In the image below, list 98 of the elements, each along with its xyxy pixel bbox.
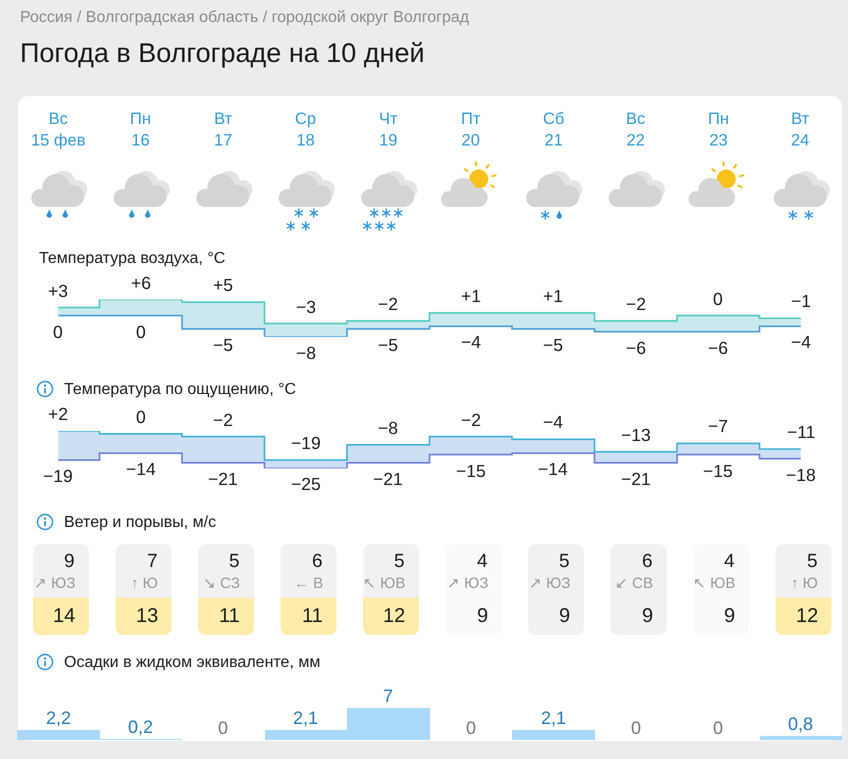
data-label: 5 (807, 551, 818, 572)
data-label: 2,1 (541, 708, 566, 728)
data-label: 0,2 (128, 717, 154, 737)
data-label: 12 (796, 605, 818, 627)
data-label: 9 (64, 551, 75, 572)
data-label: −2 (461, 410, 481, 430)
chart-title: Температура по ощущению, °C (64, 381, 296, 398)
data-label: 12 (383, 605, 406, 627)
data-label: 0 (466, 718, 476, 738)
text: Ветер и порывы, м/с (64, 514, 216, 531)
data-label: −4 (461, 332, 482, 352)
x-tick-label: Вт 17 (214, 110, 233, 150)
data-label: −1 (791, 291, 811, 311)
data-label: −15 (456, 461, 486, 481)
category-label: ↑ Ю (131, 575, 158, 592)
data-label: +1 (461, 286, 481, 306)
category-label: ← В (294, 575, 324, 592)
data-label: 9 (642, 605, 654, 627)
data-label: −2 (378, 294, 398, 314)
data-label: −14 (126, 459, 156, 479)
data-label: 9 (559, 605, 570, 627)
category-label: ↖ ЮВ (363, 575, 406, 592)
x-tick-label: Вт 24 (791, 110, 810, 150)
data-label: 0 (713, 718, 724, 738)
data-label: −5 (378, 335, 398, 355)
data-label: 7 (147, 551, 158, 572)
data-label: 4 (724, 551, 735, 572)
x-tick-label: Пн 23 (708, 110, 729, 150)
data-label: +1 (543, 286, 563, 306)
data-label: +3 (48, 281, 68, 301)
data-label: −11 (787, 422, 816, 442)
category-label: ↗ ЮЗ (34, 575, 76, 592)
x-tick-label: Ср 18 (295, 110, 316, 150)
data-label: −21 (208, 469, 238, 489)
data-label: 0 (218, 718, 228, 738)
data-label: −8 (378, 418, 398, 438)
data-label: −2 (626, 294, 646, 314)
data-label: 0 (53, 322, 63, 342)
data-label: 5 (229, 551, 240, 572)
data-label: 2,1 (293, 708, 318, 728)
data-label: 7 (383, 686, 394, 706)
data-label: 0 (631, 718, 642, 738)
bar (512, 730, 595, 740)
x-tick-label: Вс 15 фев (31, 110, 86, 150)
data-label: −19 (43, 466, 73, 486)
data-label: −19 (291, 433, 321, 453)
text: Погода в Волгограде на 10 дней (20, 38, 425, 68)
chart-title: Температура воздуха, °C (39, 250, 226, 267)
x-tick-label: Вс 22 (626, 110, 646, 150)
data-label: 9 (477, 605, 488, 627)
data-label: +2 (48, 404, 68, 424)
data-label: −4 (543, 412, 564, 432)
data-label: 14 (53, 605, 76, 627)
category-label: ↗ ЮЗ (447, 575, 488, 592)
data-label: 5 (559, 551, 570, 572)
data-label: −7 (708, 416, 728, 436)
category-label: ↘ СЗ (203, 575, 240, 592)
data-label: 0 (136, 407, 146, 427)
data-label: 5 (394, 551, 405, 572)
data-label: −8 (296, 343, 316, 363)
data-label: −2 (213, 410, 233, 430)
category-label: ↗ ЮЗ (529, 575, 570, 592)
x-tick-label: Пн 16 (130, 110, 151, 150)
x-tick-label: Пт 20 (461, 110, 481, 150)
x-tick-label: Чт 19 (379, 110, 398, 150)
data-label: 6 (642, 551, 653, 572)
x-tick-label: Сб 21 (543, 110, 564, 150)
data-label: 13 (136, 605, 158, 627)
data-label: 11 (302, 605, 323, 627)
data-label: −13 (621, 425, 651, 445)
data-label: −21 (621, 469, 651, 489)
data-label: −14 (538, 459, 568, 479)
data-label: +6 (131, 273, 151, 293)
data-label: 0 (136, 322, 146, 342)
data-label: −18 (786, 465, 816, 485)
data-label: −21 (373, 469, 403, 489)
data-label: 4 (477, 551, 488, 572)
data-label: −4 (791, 332, 812, 352)
category-label: ↙ СВ (615, 575, 654, 592)
data-label: 0 (713, 289, 723, 309)
data-label: −5 (543, 335, 563, 355)
data-label: +5 (213, 275, 233, 295)
text: Россия / Волгоградская область / городской округ Волгоград (20, 9, 470, 26)
data-label: 9 (724, 605, 736, 627)
category-label: ↖ ЮВ (693, 575, 736, 592)
data-label: −6 (708, 338, 728, 358)
data-label: −25 (291, 474, 321, 494)
data-label: 11 (219, 605, 240, 627)
chart-title: Осадки в жидком эквиваленте, мм (64, 654, 320, 671)
category-label: ↑ Ю (791, 575, 818, 592)
data-label: 0,8 (788, 714, 814, 734)
bar (760, 736, 842, 740)
data-label: −15 (703, 461, 733, 481)
data-label: −3 (296, 297, 316, 317)
data-label: 6 (312, 551, 323, 572)
data-label: 2,2 (46, 708, 72, 728)
data-label: −5 (213, 335, 233, 355)
data-label: −6 (626, 338, 646, 358)
